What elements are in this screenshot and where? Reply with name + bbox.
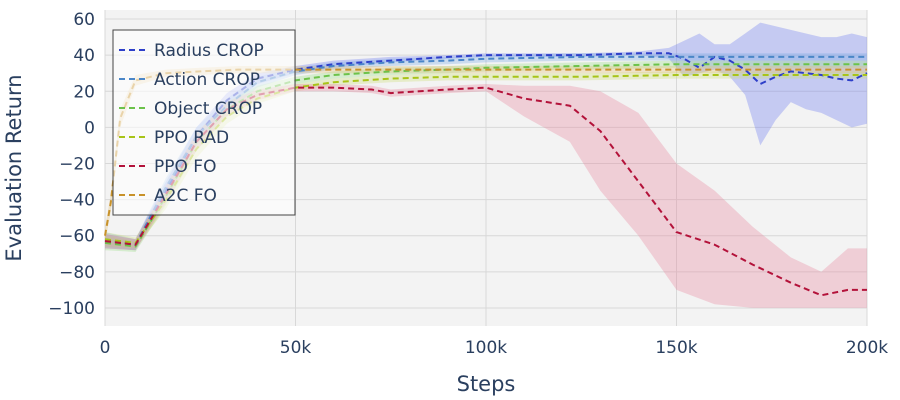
- x-axis-title: Steps: [457, 372, 516, 396]
- confidence-bands: [105, 22, 867, 308]
- y-tick-label: −100: [48, 299, 95, 319]
- x-tick-label: 200k: [846, 338, 888, 358]
- y-tick-label: 20: [73, 82, 95, 102]
- a2c-fo-legend-label: A2C FO: [154, 186, 217, 206]
- action-crop-legend-label: Action CROP: [154, 70, 260, 90]
- x-tick-label: 0: [100, 338, 111, 358]
- ppo-fo-band: [105, 84, 867, 308]
- y-tick-label: 0: [84, 118, 95, 138]
- radius-crop-band: [105, 22, 867, 251]
- ppo-rad-legend-label: PPO RAD: [154, 128, 229, 148]
- y-tick-label: −20: [59, 154, 95, 174]
- radius-crop-legend-label: Radius CROP: [154, 41, 264, 61]
- y-tick-labels: 60 40 20 0 −20 −40 −60 −80 −100: [48, 10, 95, 319]
- y-tick-label: −40: [59, 191, 95, 211]
- y-tick-label: 40: [73, 46, 95, 66]
- legend: Radius CROP Action CROP Object CROP PPO RAD…: [112, 29, 296, 216]
- x-tick-label: 100k: [465, 338, 507, 358]
- y-axis-title: Evaluation Return: [2, 74, 26, 261]
- legend-box: [112, 29, 296, 216]
- y-tick-label: 60: [73, 10, 95, 30]
- object-crop-legend-label: Object CROP: [154, 99, 262, 119]
- x-tick-labels: 0 50k 100k 150k 200k: [100, 338, 889, 358]
- x-tick-label: 150k: [655, 338, 697, 358]
- y-tick-label: −60: [59, 227, 95, 247]
- ppo-fo-legend-label: PPO FO: [154, 157, 216, 177]
- x-tick-label: 50k: [280, 338, 312, 358]
- y-tick-label: −80: [59, 263, 95, 283]
